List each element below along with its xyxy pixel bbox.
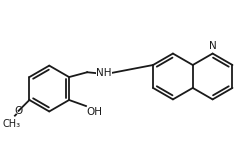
Text: OH: OH [87,107,103,117]
Text: CH₃: CH₃ [2,119,20,129]
Text: NH: NH [96,68,112,78]
Text: O: O [15,106,23,116]
Text: N: N [209,41,216,51]
